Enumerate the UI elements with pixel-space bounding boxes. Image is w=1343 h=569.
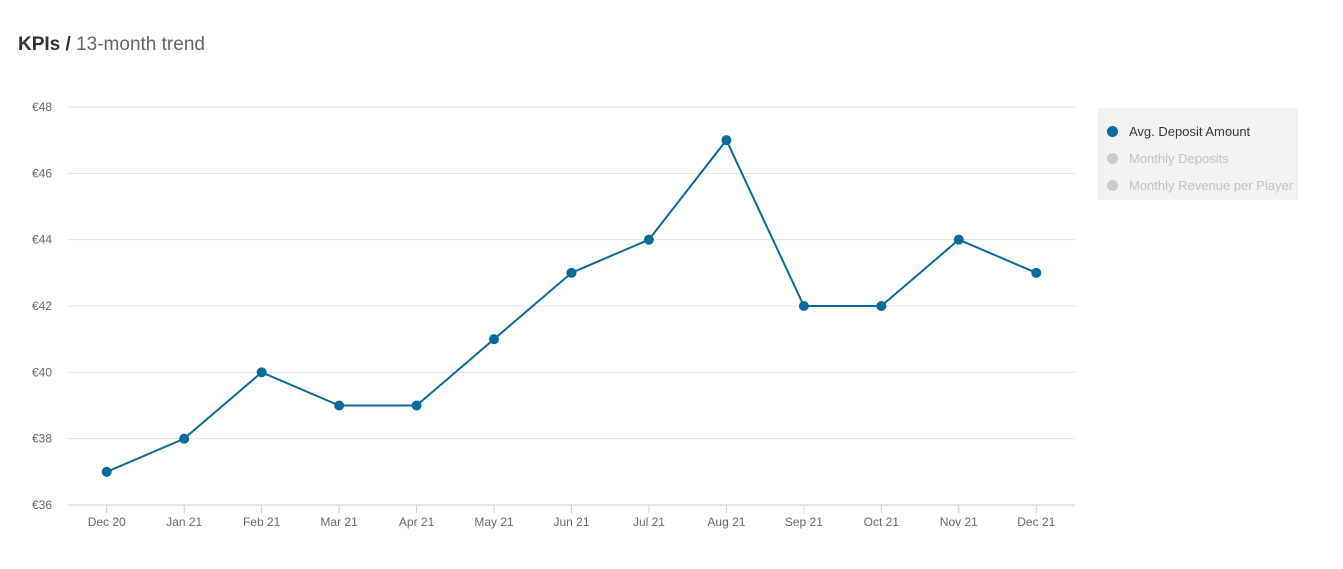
legend-swatch-icon <box>1107 126 1118 137</box>
y-tick-label: €40 <box>32 365 52 379</box>
x-tick-label: Jun 21 <box>553 515 589 529</box>
data-point <box>101 466 112 477</box>
data-point <box>489 334 500 345</box>
legend-swatch-icon <box>1107 153 1118 164</box>
x-tick-label: Aug 21 <box>707 515 745 529</box>
y-tick-label: €46 <box>32 166 52 180</box>
x-tick-label: Jul 21 <box>633 515 665 529</box>
data-point <box>876 301 887 311</box>
data-point <box>179 433 190 444</box>
chart-title: KPIs / 13-month trend <box>18 34 205 56</box>
y-tick-label: €48 <box>32 100 52 114</box>
x-tick-label: Feb 21 <box>243 515 281 529</box>
y-tick-label: €42 <box>32 299 52 313</box>
data-point <box>334 400 345 411</box>
title-subtitle: 13-month trend <box>76 34 205 55</box>
y-tick-label: €44 <box>32 233 52 247</box>
legend-item-avg-deposit-amount[interactable]: Avg. Deposit Amount <box>1098 118 1298 145</box>
data-point <box>256 367 267 378</box>
legend-label: Avg. Deposit Amount <box>1129 124 1251 139</box>
data-point <box>953 234 964 245</box>
data-point <box>566 267 577 278</box>
data-point <box>1031 267 1042 278</box>
x-tick-label: Jan 21 <box>166 515 202 529</box>
legend-swatch-icon <box>1107 180 1118 191</box>
x-tick-label: Dec 20 <box>88 515 126 529</box>
x-tick-label: Dec 21 <box>1017 515 1055 529</box>
title-kpis: KPIs <box>18 34 61 55</box>
x-tick-label: May 21 <box>474 515 514 529</box>
data-point <box>643 234 654 245</box>
data-point <box>798 301 809 311</box>
x-tick-label: Apr 21 <box>399 515 435 529</box>
x-tick-label: Mar 21 <box>320 515 358 529</box>
y-tick-label: €36 <box>32 498 52 512</box>
legend-label: Monthly Deposits <box>1129 151 1229 166</box>
chart-legend: Avg. Deposit Amount Monthly Deposits Mon… <box>1098 108 1298 200</box>
y-tick-label: €38 <box>32 432 52 446</box>
x-tick-label: Nov 21 <box>940 515 978 529</box>
legend-item-monthly-revenue-per-player[interactable]: Monthly Revenue per Player <box>1098 172 1298 199</box>
legend-item-monthly-deposits[interactable]: Monthly Deposits <box>1098 145 1298 172</box>
x-tick-label: Sep 21 <box>785 515 823 529</box>
title-separator: / <box>65 34 71 55</box>
x-tick-label: Oct 21 <box>864 515 900 529</box>
legend-label: Monthly Revenue per Player <box>1129 178 1294 193</box>
data-point <box>411 400 422 411</box>
data-point <box>721 135 732 146</box>
